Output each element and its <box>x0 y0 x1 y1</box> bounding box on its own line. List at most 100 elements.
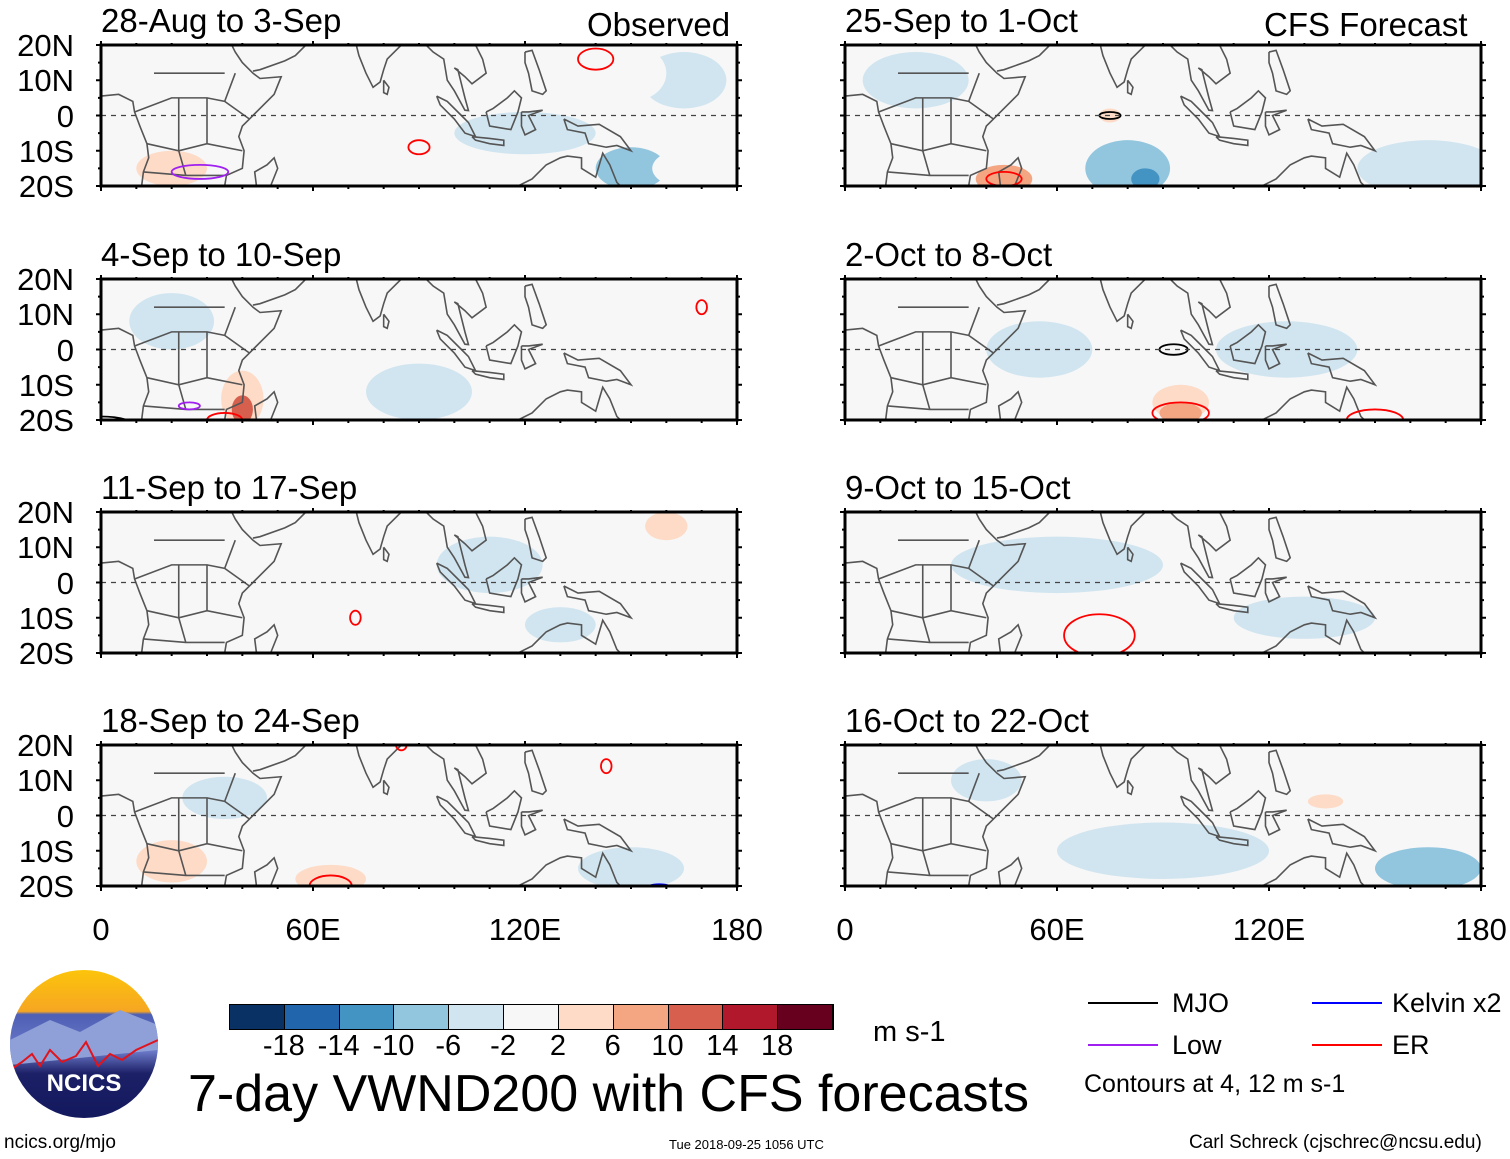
coastline <box>1307 585 1378 620</box>
coastline <box>967 45 1027 186</box>
coastline <box>524 49 548 96</box>
anomaly-region <box>975 164 1033 186</box>
coastline <box>845 93 894 186</box>
footer-timestamp: Tue 2018-09-25 1056 UTC <box>669 1137 824 1152</box>
coastline <box>146 376 243 386</box>
coastline <box>223 772 237 802</box>
panel-title: 18-Sep to 24-Sep <box>101 702 360 739</box>
colorbar-tick-label: 14 <box>706 1030 739 1062</box>
coastline <box>1307 352 1378 387</box>
coastline <box>1260 385 1365 420</box>
anomaly-region <box>1307 794 1344 809</box>
coastline <box>996 745 1051 772</box>
anomaly-region <box>1357 140 1481 186</box>
lat-label: 10S <box>18 367 74 403</box>
coastline <box>1307 118 1378 153</box>
coastline <box>1268 516 1292 563</box>
panel-title: 2-Oct to 8-Oct <box>845 236 1053 273</box>
legend-kelvin-line <box>1312 1002 1382 1004</box>
lat-label: 20S <box>18 636 74 671</box>
coastline <box>845 327 894 420</box>
lat-label: 0 <box>56 798 74 834</box>
lat-label: 10N <box>17 63 74 99</box>
coastline <box>997 156 1023 186</box>
anomaly-region <box>136 150 207 186</box>
anomaly-region <box>260 564 472 636</box>
coastline <box>520 809 543 836</box>
colorbar <box>229 1004 834 1030</box>
coastline <box>355 279 402 323</box>
coastline <box>101 793 150 886</box>
coastline <box>485 323 523 365</box>
coastline <box>1215 135 1249 147</box>
coastline <box>516 851 621 886</box>
anomaly-region <box>313 133 419 169</box>
coastline <box>252 45 307 72</box>
coastline <box>1169 745 1232 812</box>
lon-label: 180 <box>1455 912 1507 947</box>
anomaly-region <box>1375 847 1481 886</box>
coastline <box>355 745 402 789</box>
anomaly-region <box>951 536 1163 594</box>
coastline <box>471 135 505 147</box>
lat-label: 0 <box>56 98 74 134</box>
coastline <box>1268 749 1292 796</box>
anomaly-region <box>578 847 684 886</box>
lat-label: 20S <box>18 169 74 204</box>
coastline <box>1099 512 1146 556</box>
colorbar-swatch <box>613 1005 669 1029</box>
contours-note: Contours at 4, 12 m s-1 <box>1084 1070 1346 1098</box>
coastline <box>1126 313 1134 330</box>
coastline <box>1268 283 1292 330</box>
coastline <box>996 279 1051 306</box>
anomaly-region <box>673 286 730 329</box>
coastline <box>1260 151 1365 186</box>
footer-author: Carl Schreck (cjschrec@ncsu.edu) <box>1189 1132 1482 1153</box>
contour-kelvin-x2 <box>646 883 672 886</box>
anomaly-region <box>862 52 969 109</box>
coastline <box>890 142 987 152</box>
coastline <box>485 789 523 831</box>
coastline <box>890 842 987 852</box>
lat-label: 10N <box>17 763 74 799</box>
panel-title: 16-Oct to 22-Oct <box>845 702 1089 739</box>
lon-label: 0 <box>92 912 110 947</box>
legend-er-line <box>1312 1044 1382 1046</box>
coastline <box>471 602 505 614</box>
anomaly-region <box>1269 519 1481 576</box>
map-panel <box>840 41 1486 191</box>
coastline <box>967 279 1027 420</box>
coastline <box>1126 79 1134 96</box>
coastline <box>485 556 523 598</box>
colorbar-tick-label: -18 <box>262 1030 305 1062</box>
footer-url[interactable]: ncics.org/mjo <box>4 1132 116 1153</box>
coastline <box>520 343 543 370</box>
anomaly-region <box>436 536 543 594</box>
contour-er <box>577 47 615 71</box>
panel-title: 9-Oct to 15-Oct <box>845 469 1071 506</box>
anomaly-region <box>366 363 472 420</box>
units-label: m s-1 <box>873 1016 946 1048</box>
coastline <box>101 327 150 420</box>
coastline <box>253 390 279 420</box>
coastline <box>253 156 279 186</box>
colorbar-swatch <box>230 1005 285 1029</box>
coastline <box>382 779 390 796</box>
coastline <box>177 564 187 643</box>
coastline <box>177 797 187 876</box>
lat-label: 10S <box>18 133 74 169</box>
colorbar-tick-label: 10 <box>651 1030 684 1062</box>
lat-label: 0 <box>56 332 74 368</box>
anomaly-region <box>1159 402 1202 420</box>
coastline <box>223 45 283 186</box>
colorbar-swatch <box>723 1005 779 1029</box>
map-panel <box>840 275 1486 425</box>
coastline <box>425 512 488 579</box>
coastline <box>921 797 931 876</box>
logo-text: NCICS <box>46 1070 122 1097</box>
coastline <box>1099 45 1146 89</box>
coastline <box>516 385 621 420</box>
legend-kelvin-label: Kelvin x2 <box>1392 988 1502 1018</box>
anomaly-region <box>1057 822 1269 879</box>
lon-label: 120E <box>1232 912 1306 947</box>
